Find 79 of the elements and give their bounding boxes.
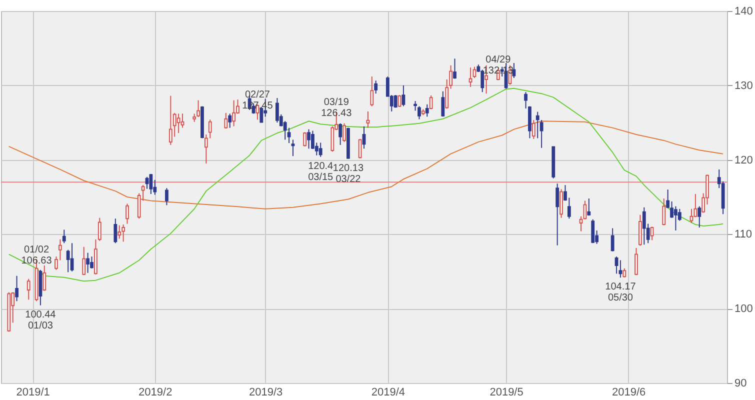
x-tick-label: 2019/3: [249, 386, 283, 398]
candlestick: [374, 80, 378, 94]
candlestick: [228, 113, 232, 128]
candlestick: [122, 224, 126, 242]
candlestick: [674, 206, 678, 231]
candlestick: [275, 98, 279, 124]
candlestick: [480, 69, 484, 93]
candlestick: [614, 256, 618, 274]
candlestick: [82, 246, 86, 276]
y-tick-label: 100: [734, 303, 753, 316]
x-tick-label: 2019/6: [612, 386, 646, 398]
y-tick-label: 140: [734, 6, 753, 18]
annotation: 100.44 01/03: [25, 309, 56, 332]
candlestick: [579, 216, 583, 232]
candlestick: [86, 252, 90, 274]
y-tick-label: 90: [734, 378, 747, 390]
candlestick: [149, 173, 153, 195]
candlestick: [453, 58, 456, 80]
candlestick: [556, 183, 560, 246]
y-tick-label: 120: [734, 154, 753, 166]
candlestick: [642, 206, 646, 246]
y-tick-label: 130: [734, 80, 753, 92]
x-tick-label: 2019/1: [16, 386, 50, 398]
candlestick: [587, 198, 591, 216]
y-tick-label: 110: [734, 228, 752, 241]
candlestick: [62, 229, 66, 244]
candlestick: [90, 256, 94, 269]
candlestick: [638, 214, 642, 246]
candlestick: [690, 208, 694, 224]
x-tick-label: 2019/5: [490, 386, 524, 398]
candlestick: [358, 138, 362, 159]
candlestick: [536, 111, 540, 139]
candlestick: [441, 90, 445, 118]
candlestick: [394, 94, 398, 108]
candlestick: [224, 112, 228, 130]
candlestick: [98, 217, 102, 242]
candlestick: [532, 119, 536, 140]
candlestick: [180, 113, 184, 128]
candlestick: [366, 110, 370, 128]
candlestick: [560, 188, 563, 218]
annotation: 104.17 05/30: [605, 282, 636, 304]
candlestick: [678, 208, 682, 222]
candlestick: [196, 100, 200, 118]
candlestick: [634, 247, 638, 276]
candlestick: [338, 122, 342, 146]
candlestick: [402, 84, 406, 107]
candlestick: [318, 142, 322, 158]
candlestick: [591, 218, 595, 244]
candlestick: [540, 119, 544, 148]
candlestick: [145, 176, 149, 190]
candlestick: [618, 260, 622, 278]
candlestick: [176, 113, 180, 134]
candlestick: [370, 76, 374, 107]
line-series: [8, 120, 724, 210]
annotation: 120.4 03/15: [308, 160, 334, 183]
candlestick: [468, 67, 472, 88]
candlestick: [42, 264, 46, 292]
candlestick: [26, 278, 30, 300]
annotation: 03/19 126.43: [321, 96, 352, 119]
candlestick: [425, 104, 429, 118]
candlestick: [114, 218, 118, 244]
candlestick: [126, 203, 129, 224]
candlestick: [330, 126, 334, 152]
candlestick: [429, 94, 433, 110]
annotation: 01/02 106.63: [21, 244, 52, 266]
candlestick: [118, 224, 122, 240]
candlestick: [662, 198, 666, 226]
candlestick: [342, 122, 346, 142]
candlestick: [291, 139, 295, 157]
candlestick: [698, 206, 702, 228]
candlestick: [303, 132, 307, 147]
candlestick: [168, 95, 172, 146]
x-tick-label: 2019/4: [371, 386, 405, 398]
candlestick: [232, 100, 236, 127]
candlestick: [307, 128, 310, 150]
candlestick: [15, 275, 18, 302]
candlestick: [165, 188, 168, 206]
x-tick-label: 2019/2: [138, 386, 172, 398]
candlestick: [610, 228, 614, 252]
